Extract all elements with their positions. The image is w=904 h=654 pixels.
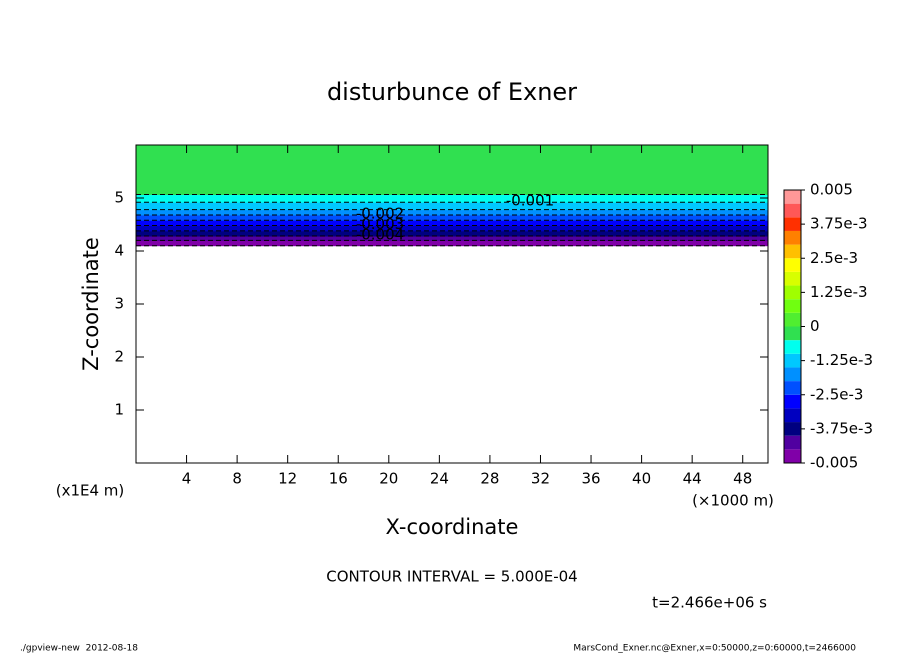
y-tick-label: 3: [114, 295, 124, 313]
colorbar-swatch: [784, 244, 801, 259]
colorbar-tick-label: 3.75e-3: [810, 215, 868, 233]
chart-title: disturbunce of Exner: [327, 78, 577, 106]
colorbar-swatch: [784, 435, 801, 450]
x-unit: (×1000 m): [692, 492, 774, 510]
colorbar-swatch: [784, 217, 801, 231]
contour-band: [136, 225, 768, 231]
y-tick-label: 2: [114, 348, 124, 366]
colorbar-swatch: [784, 299, 801, 313]
x-tick-label: 28: [480, 470, 499, 488]
x-axis-label: X-coordinate: [386, 515, 519, 539]
contour-band: [136, 220, 768, 225]
contour-label: -0.001: [506, 192, 554, 210]
colorbar-swatch: [784, 422, 801, 436]
contour-interval: CONTOUR INTERVAL = 5.000E-04: [326, 568, 577, 586]
colorbar-tick-label: -1.25e-3: [810, 351, 873, 369]
contour-label: -0.002: [356, 204, 404, 222]
colorbar-swatch: [784, 258, 801, 272]
x-tick-label: 4: [182, 470, 192, 488]
x-tick-label: 12: [278, 470, 297, 488]
colorbar-swatch: [784, 340, 801, 354]
colorbar-tick-label: 2.5e-3: [810, 249, 858, 267]
colorbar-tick-label: 0.005: [810, 181, 853, 199]
colorbar-swatch: [784, 203, 801, 218]
x-tick-label: 24: [430, 470, 449, 488]
footer-right: MarsCond_Exner.nc@Exner,x=0:50000,z=0:60…: [573, 644, 856, 654]
colorbar-swatch: [784, 312, 801, 327]
colorbar-tick-label: -3.75e-3: [810, 419, 873, 437]
y-axis-label: Z-coordinate: [79, 237, 103, 371]
contour-band: [136, 214, 768, 220]
colorbar-swatch: [784, 230, 801, 245]
time-label: t=2.466e+06 s: [652, 594, 767, 612]
contour-band: [136, 209, 768, 215]
colorbar-swatch: [784, 408, 801, 423]
contour-band: [136, 230, 768, 236]
colorbar-tick-label: 1.25e-3: [810, 283, 868, 301]
contour-band: [136, 203, 768, 210]
contour-band: [136, 235, 768, 241]
colorbar-swatch: [784, 326, 801, 341]
colorbar-swatch: [784, 353, 801, 368]
contour-band: [136, 171, 768, 188]
x-tick-label: 32: [531, 470, 550, 488]
colorbar-swatch: [784, 394, 801, 409]
contour-band: [136, 240, 768, 247]
x-tick-label: 20: [379, 470, 398, 488]
contour-band: [136, 198, 768, 203]
x-tick-label: 44: [683, 470, 702, 488]
y-tick-label: 5: [114, 189, 124, 207]
y-tick-label: 4: [114, 242, 124, 260]
colorbar-tick-label: 0: [810, 317, 820, 335]
contour-label: -0.004: [356, 225, 404, 243]
colorbar-swatch: [784, 190, 801, 204]
colorbar-swatch: [784, 381, 801, 395]
contour-band: [136, 187, 768, 195]
x-tick-label: 36: [581, 470, 600, 488]
contour-band: [136, 145, 768, 172]
contour-band: [136, 202, 768, 204]
colorbar-swatch: [784, 449, 801, 463]
y-tick-label: 1: [114, 401, 124, 419]
colorbar-swatch: [784, 367, 801, 382]
x-tick-label: 8: [232, 470, 242, 488]
contour-label: -0.003: [356, 215, 404, 233]
x-tick-label: 48: [733, 470, 752, 488]
contour-band: [136, 194, 768, 199]
y-unit: (x1E4 m): [56, 482, 125, 500]
colorbar-swatch: [784, 271, 801, 286]
colorbar-tick-label: -2.5e-3: [810, 385, 863, 403]
x-tick-label: 16: [329, 470, 348, 488]
footer-left: ./gpview-new 2012-08-18: [20, 644, 138, 654]
colorbar-swatch: [784, 285, 801, 300]
x-tick-label: 40: [632, 470, 651, 488]
colorbar-tick-label: -0.005: [810, 454, 858, 472]
